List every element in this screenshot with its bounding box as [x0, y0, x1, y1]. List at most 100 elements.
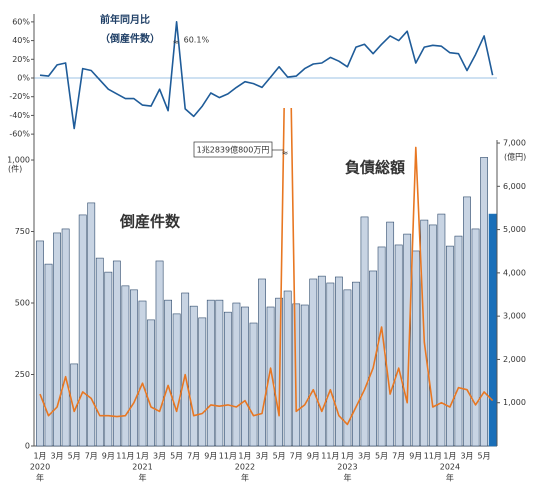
- bar: [411, 250, 420, 447]
- top-y-tick-label: -60%: [9, 130, 30, 139]
- x-tick-label: 5月: [273, 452, 286, 461]
- top-y-tick-label: 60%: [12, 17, 30, 26]
- year-label: 2024: [440, 463, 460, 472]
- bar: [44, 263, 53, 447]
- year-suffix: 年: [241, 473, 249, 483]
- series-label: 負債総額: [345, 159, 405, 177]
- bar: [172, 313, 181, 447]
- y-tick-label: 500: [15, 299, 30, 308]
- label-box: [193, 141, 273, 158]
- bar: [266, 306, 275, 447]
- year-label: 2022: [235, 463, 255, 472]
- bar: [181, 292, 190, 447]
- x-tick-label: 7月: [392, 452, 405, 461]
- bar: [164, 299, 172, 447]
- bar: [36, 240, 44, 447]
- x-tick-label: 1月: [33, 452, 46, 461]
- y2-tick-label: 6,000: [503, 182, 526, 191]
- bar: [309, 278, 318, 447]
- top-y-tick-label: 20%: [12, 55, 30, 64]
- bar: [232, 302, 241, 447]
- year-suffix: 年: [138, 473, 146, 483]
- bar: [334, 276, 343, 447]
- x-tick-label: 11月: [321, 452, 339, 461]
- top-plot: [39, 21, 494, 130]
- year-suffix: 年: [343, 473, 351, 483]
- x-tick-label: 1月: [443, 452, 456, 461]
- y-tick-label: 250: [15, 370, 30, 379]
- top-y-tick-label: -40%: [9, 111, 30, 120]
- bar: [241, 306, 249, 447]
- bar: [78, 214, 87, 447]
- x-tick-label: 11月: [219, 452, 237, 461]
- overlay: 60.1% ≈ 倒産件数 負債総額 1兆2839億800万円 ≈: [119, 35, 405, 230]
- bar: [189, 305, 198, 447]
- bar: [223, 311, 232, 447]
- x-tick-label: 11月: [424, 452, 442, 461]
- bar: [386, 221, 395, 447]
- bar: [215, 299, 224, 447]
- bar: [104, 271, 113, 447]
- bar: [206, 299, 215, 447]
- year-label: 2020: [30, 463, 50, 472]
- bar: [249, 322, 258, 447]
- y2-tick-label: 1,000: [503, 398, 526, 407]
- x-tick-label: 1月: [238, 452, 251, 461]
- top-y-tick-label: -20%: [9, 92, 30, 101]
- bar: [95, 257, 104, 447]
- bar: [112, 260, 121, 447]
- bar: [369, 270, 377, 447]
- series-label: 倒産件数: [119, 213, 181, 231]
- x-tick-label: 9月: [409, 452, 422, 461]
- x-tick-label: 5月: [478, 452, 491, 461]
- y2-unit: (億円): [504, 152, 526, 162]
- bar: [446, 245, 454, 447]
- x-tick-label: 1月: [341, 452, 354, 461]
- x-tick-label: 9月: [307, 452, 320, 461]
- x-tick-label: 3月: [460, 452, 473, 461]
- top-subtitle: （倒産件数）: [100, 32, 160, 45]
- y-tick-label: 750: [15, 227, 30, 236]
- year-label: 2023: [337, 463, 357, 472]
- y2-tick-label: 4,000: [503, 268, 526, 277]
- x-tick-label: 9月: [102, 452, 115, 461]
- x-tick-label: 11月: [116, 452, 134, 461]
- yoy-value-label: 60.1%: [184, 35, 210, 44]
- bar: [147, 319, 155, 447]
- x-tick-label: 3月: [255, 452, 268, 461]
- bar: [343, 289, 352, 447]
- x-tick-label: 3月: [51, 452, 64, 461]
- bar: [61, 228, 70, 447]
- bar: [317, 275, 326, 447]
- y-tick-label: 1,000: [7, 156, 30, 165]
- bar: [403, 233, 412, 447]
- bar: [471, 228, 480, 447]
- bar: [326, 282, 335, 447]
- y-unit: (件): [8, 164, 22, 174]
- bar-plot: [36, 157, 497, 447]
- y-tick-label: 0: [25, 442, 30, 451]
- bar: [463, 196, 471, 447]
- x-tick-label: 7月: [187, 452, 200, 461]
- line-plot: [39, 108, 494, 426]
- bar: [258, 278, 266, 447]
- x-tick-label: 5月: [170, 452, 183, 461]
- y2-tick-label: 7,000: [503, 139, 526, 148]
- bar: [488, 213, 497, 447]
- bar: [300, 304, 309, 447]
- y2-tick-label: 3,000: [503, 312, 526, 321]
- break-mark: ≈: [282, 149, 289, 158]
- x-tick-label: 1月: [136, 452, 149, 461]
- bar: [87, 202, 96, 447]
- top-y-tick-label: 40%: [12, 36, 30, 45]
- bar: [480, 157, 488, 447]
- bar: [198, 317, 207, 447]
- bar: [138, 300, 147, 447]
- x-tick-label: 7月: [85, 452, 98, 461]
- y2-tick-label: 2,000: [503, 355, 526, 364]
- x-tick-label: 9月: [204, 452, 217, 461]
- yoy-line: [39, 21, 494, 130]
- x-tick-label: 3月: [153, 452, 166, 461]
- bar: [454, 235, 463, 447]
